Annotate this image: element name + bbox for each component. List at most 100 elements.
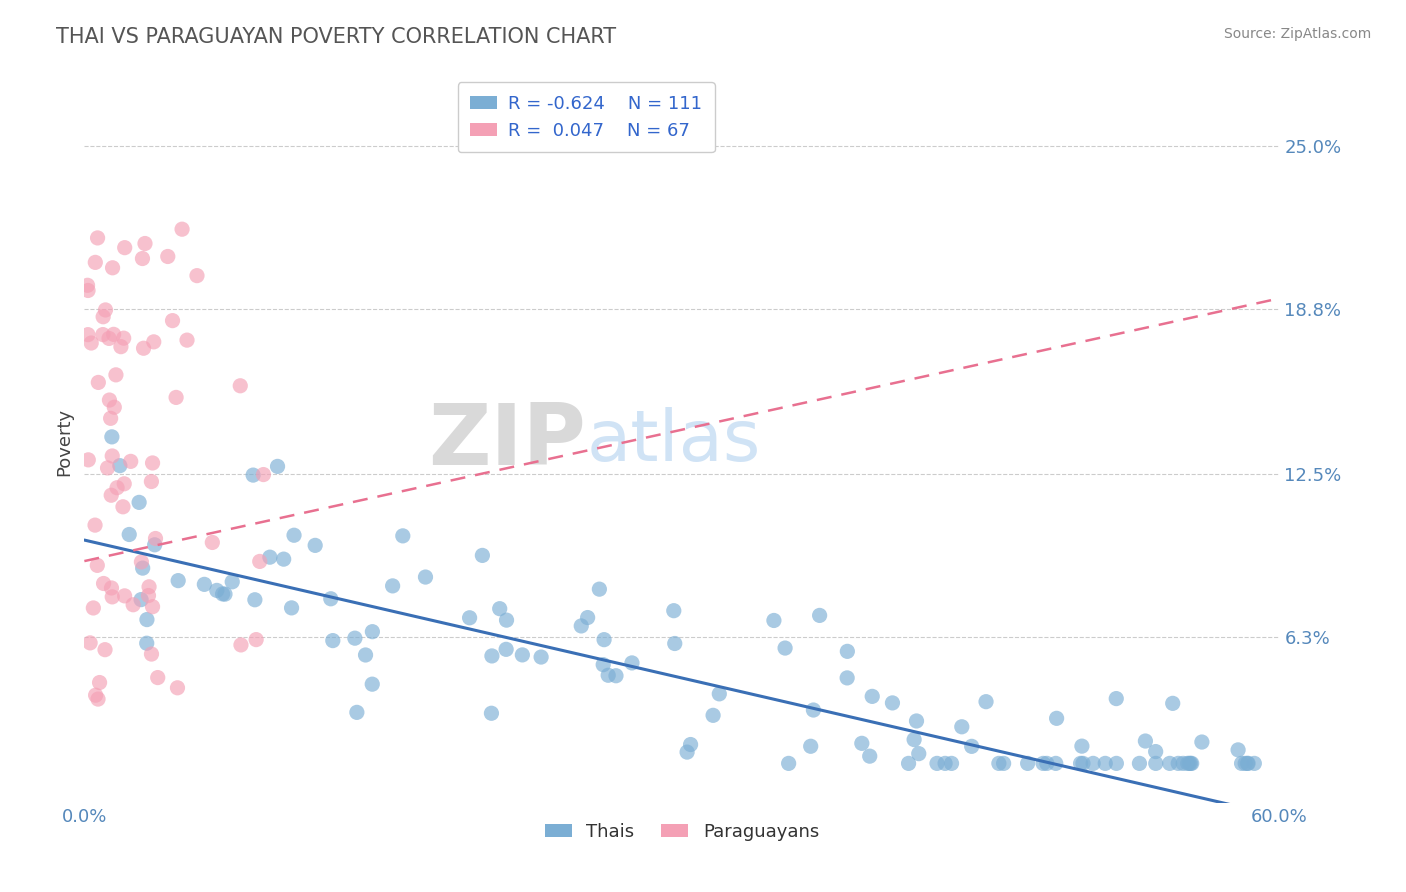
Point bbox=[907, 747, 929, 761]
Point bbox=[145, 532, 167, 546]
Point bbox=[762, 614, 785, 628]
Point bbox=[1036, 756, 1059, 771]
Point bbox=[110, 340, 132, 354]
Point bbox=[1167, 756, 1189, 771]
Point bbox=[993, 756, 1015, 771]
Point bbox=[132, 341, 155, 355]
Point bbox=[987, 756, 1010, 771]
Point bbox=[87, 376, 110, 390]
Point bbox=[925, 756, 948, 771]
Point bbox=[142, 456, 165, 470]
Point bbox=[101, 430, 124, 444]
Point bbox=[481, 648, 503, 663]
Point bbox=[245, 632, 267, 647]
Point bbox=[166, 681, 188, 695]
Point bbox=[1105, 691, 1128, 706]
Point bbox=[112, 476, 135, 491]
Point bbox=[1236, 756, 1258, 771]
Point bbox=[488, 601, 510, 615]
Point bbox=[101, 260, 124, 275]
Point bbox=[458, 611, 481, 625]
Point bbox=[249, 554, 271, 568]
Point bbox=[605, 669, 627, 683]
Point bbox=[593, 632, 616, 647]
Point bbox=[1032, 756, 1054, 771]
Point bbox=[91, 310, 114, 324]
Point bbox=[837, 671, 859, 685]
Point bbox=[80, 336, 103, 351]
Point bbox=[214, 587, 236, 601]
Point bbox=[1094, 756, 1116, 771]
Point bbox=[346, 706, 368, 720]
Point bbox=[803, 703, 825, 717]
Point bbox=[1046, 711, 1069, 725]
Point bbox=[138, 589, 160, 603]
Point bbox=[87, 692, 110, 706]
Point bbox=[1017, 756, 1039, 771]
Point bbox=[974, 695, 997, 709]
Point bbox=[859, 749, 882, 764]
Point bbox=[283, 528, 305, 542]
Point bbox=[664, 636, 686, 650]
Point bbox=[1045, 756, 1067, 771]
Point bbox=[304, 538, 326, 552]
Point bbox=[354, 648, 377, 662]
Point bbox=[576, 610, 599, 624]
Point bbox=[141, 475, 163, 489]
Point bbox=[679, 738, 702, 752]
Point bbox=[205, 583, 228, 598]
Point bbox=[322, 633, 344, 648]
Point bbox=[221, 574, 243, 589]
Point bbox=[903, 732, 925, 747]
Point bbox=[111, 500, 134, 514]
Point bbox=[941, 756, 963, 771]
Point bbox=[1144, 745, 1167, 759]
Point bbox=[98, 331, 121, 345]
Point bbox=[108, 458, 131, 473]
Point bbox=[495, 642, 517, 657]
Point bbox=[709, 687, 731, 701]
Point bbox=[82, 601, 104, 615]
Point bbox=[361, 677, 384, 691]
Point bbox=[530, 650, 553, 665]
Point bbox=[1081, 756, 1104, 771]
Point bbox=[481, 706, 503, 721]
Point bbox=[84, 688, 107, 702]
Point bbox=[1071, 756, 1094, 771]
Point bbox=[1171, 756, 1194, 771]
Point bbox=[569, 619, 592, 633]
Point bbox=[1177, 756, 1199, 771]
Point bbox=[242, 468, 264, 483]
Point bbox=[77, 284, 100, 298]
Point bbox=[134, 236, 156, 251]
Point bbox=[131, 555, 153, 569]
Text: Source: ZipAtlas.com: Source: ZipAtlas.com bbox=[1223, 27, 1371, 41]
Point bbox=[662, 604, 685, 618]
Point bbox=[252, 467, 274, 482]
Point bbox=[950, 720, 973, 734]
Point bbox=[112, 331, 135, 345]
Point bbox=[343, 631, 366, 645]
Point bbox=[211, 587, 233, 601]
Point bbox=[1243, 756, 1265, 771]
Point bbox=[1128, 756, 1150, 771]
Text: atlas: atlas bbox=[586, 407, 761, 476]
Point bbox=[96, 461, 118, 475]
Point bbox=[105, 481, 128, 495]
Point bbox=[259, 550, 281, 565]
Point bbox=[1105, 756, 1128, 771]
Point bbox=[280, 600, 302, 615]
Point bbox=[131, 252, 153, 266]
Point bbox=[170, 222, 193, 236]
Point bbox=[1159, 756, 1181, 771]
Point bbox=[860, 690, 883, 704]
Point bbox=[103, 327, 125, 342]
Point bbox=[1227, 743, 1250, 757]
Point bbox=[77, 327, 100, 342]
Point bbox=[1135, 734, 1157, 748]
Point bbox=[808, 608, 831, 623]
Point bbox=[934, 756, 956, 771]
Point bbox=[1144, 756, 1167, 771]
Point bbox=[101, 590, 124, 604]
Point bbox=[592, 657, 614, 672]
